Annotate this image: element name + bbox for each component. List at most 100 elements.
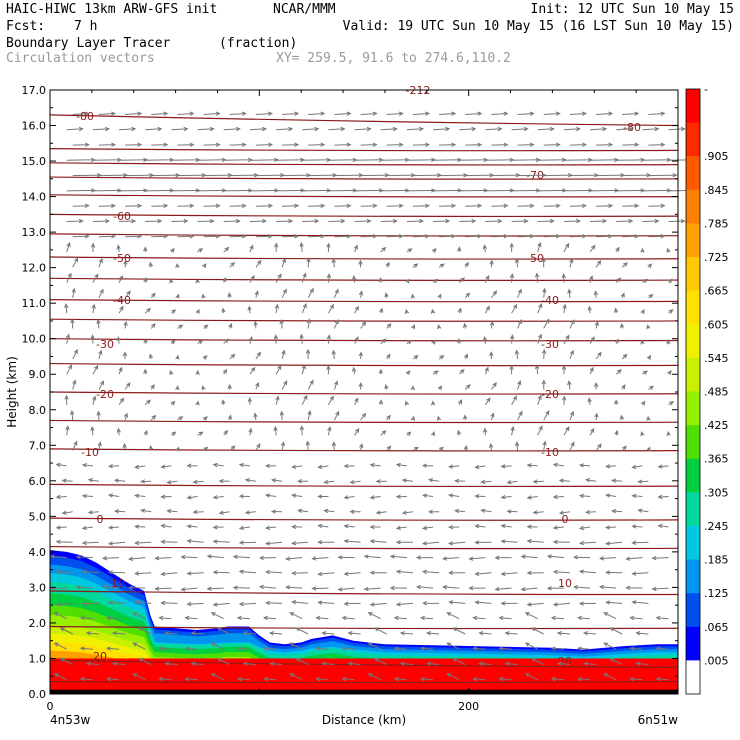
vector-arrow	[151, 234, 169, 239]
vector-arrow	[386, 414, 391, 421]
vector-arrow	[561, 364, 567, 375]
vector-arrow	[270, 478, 283, 483]
vector-arrow	[648, 111, 666, 116]
vector-arrow	[472, 646, 486, 651]
vector-arrow	[620, 292, 625, 298]
vector-arrow	[386, 173, 416, 178]
vector-arrow	[395, 462, 407, 468]
vector-arrow	[326, 364, 331, 375]
vector-arrow	[657, 464, 669, 469]
vector-arrow	[180, 554, 198, 560]
vector-arrow	[490, 412, 495, 421]
vector-arrow	[164, 631, 178, 636]
vector-arrow	[491, 111, 509, 116]
vector-arrow	[249, 275, 255, 283]
vector-arrow	[384, 292, 389, 298]
vector-arrow	[177, 111, 195, 116]
vector-arrow	[70, 318, 75, 329]
vector-arrow	[642, 188, 672, 193]
vector-arrow	[262, 646, 277, 651]
vector-arrow	[569, 173, 600, 178]
vector-arrow	[276, 188, 306, 193]
vector-arrow	[657, 523, 669, 529]
vector-arrow	[480, 479, 492, 484]
vector-arrow	[578, 525, 591, 531]
vector-arrow	[358, 351, 363, 360]
vector-arrow	[506, 479, 518, 485]
vector-arrow	[500, 571, 518, 577]
vector-arrow	[334, 142, 352, 147]
vector-arrow	[306, 257, 311, 268]
vector-arrow	[666, 247, 671, 253]
vector-arrow	[631, 600, 649, 605]
vector-arrow	[511, 395, 517, 406]
vector-arrow	[412, 355, 419, 360]
isotherm	[49, 277, 679, 281]
vector-arrow	[412, 111, 431, 116]
vector-arrow	[328, 157, 358, 163]
vector-arrow	[125, 203, 143, 208]
vector-arrow	[425, 631, 440, 636]
vector-arrow	[144, 307, 152, 314]
vector-arrow	[463, 353, 468, 360]
vector-arrow	[478, 631, 492, 636]
terrain	[50, 689, 678, 694]
y-tick-label: 7.0	[29, 439, 47, 452]
vector-arrow	[222, 276, 227, 283]
vector-arrow	[537, 303, 543, 314]
vector-arrow	[315, 676, 329, 682]
vector-arrow	[386, 323, 392, 329]
vector-arrow	[81, 601, 99, 606]
vector-arrow	[113, 509, 126, 514]
vector-arrow	[223, 126, 241, 132]
vector-arrow	[442, 584, 460, 590]
vector-arrow	[514, 441, 520, 451]
vector-arrow	[301, 364, 306, 375]
vector-arrow	[333, 319, 339, 329]
vector-arrow	[537, 425, 543, 436]
vector-arrow	[511, 126, 529, 132]
vector-arrow	[212, 495, 224, 500]
colorbar-swatch	[686, 626, 700, 661]
vector-arrow	[488, 442, 494, 451]
vector-arrow	[484, 397, 491, 406]
vector-arrow	[253, 320, 258, 329]
vector-arrow	[378, 276, 383, 283]
vector-arrow	[145, 188, 175, 193]
vector-arrow	[75, 585, 93, 590]
isotherm-label: -20	[541, 388, 559, 401]
vector-arrow	[458, 277, 466, 283]
vector-arrow	[500, 601, 518, 606]
vector-arrow	[171, 157, 201, 163]
vector-arrow	[291, 464, 303, 469]
vector-arrow	[517, 288, 522, 298]
y-tick-label: 13.0	[22, 226, 47, 239]
vector-arrow	[491, 173, 521, 178]
vector-arrow	[171, 431, 177, 437]
vector-arrow	[192, 479, 204, 485]
vector-arrow	[395, 569, 413, 574]
vector-arrow	[459, 126, 477, 132]
vector-arrow	[255, 142, 274, 147]
vector-arrow	[438, 263, 445, 268]
vector-arrow	[605, 570, 623, 575]
vector-arrow	[354, 336, 359, 344]
vector-arrow	[363, 586, 381, 592]
vector-arrow	[184, 615, 198, 621]
x-axis-label: Distance (km)	[322, 713, 406, 727]
vector-arrow	[464, 261, 469, 268]
vector-arrow	[66, 272, 72, 283]
vector-arrow	[360, 173, 390, 178]
vector-arrow	[64, 394, 69, 405]
vector-arrow	[55, 494, 67, 500]
vector-arrow	[380, 126, 398, 132]
vector-arrow	[264, 493, 277, 498]
isotherm-label: -30	[541, 338, 559, 351]
vector-arrow	[446, 612, 460, 620]
vector-arrow	[567, 380, 572, 390]
vector-arrow	[107, 493, 120, 498]
vector-arrow	[148, 444, 154, 451]
vector-arrow	[273, 425, 278, 436]
vector-arrow	[202, 263, 207, 269]
vector-arrow	[328, 126, 346, 132]
